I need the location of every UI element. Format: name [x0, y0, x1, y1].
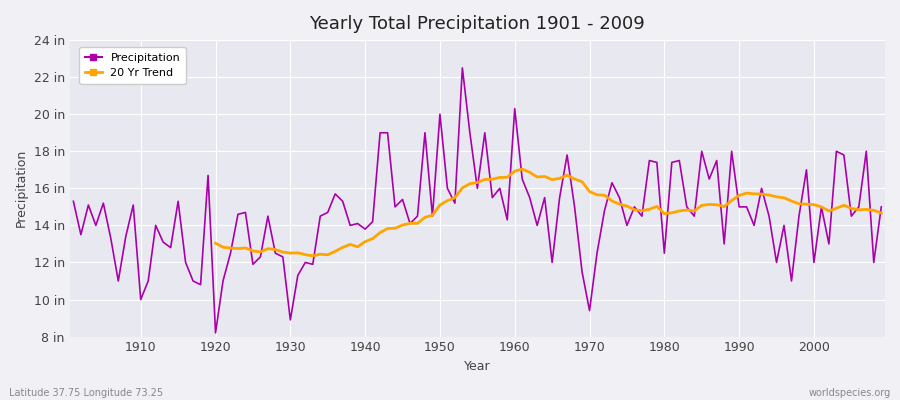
Text: Latitude 37.75 Longitude 73.25: Latitude 37.75 Longitude 73.25 — [9, 388, 163, 398]
Title: Yearly Total Precipitation 1901 - 2009: Yearly Total Precipitation 1901 - 2009 — [310, 15, 645, 33]
Text: worldspecies.org: worldspecies.org — [809, 388, 891, 398]
Legend: Precipitation, 20 Yr Trend: Precipitation, 20 Yr Trend — [79, 47, 185, 84]
Y-axis label: Precipitation: Precipitation — [15, 149, 28, 228]
X-axis label: Year: Year — [464, 360, 491, 373]
